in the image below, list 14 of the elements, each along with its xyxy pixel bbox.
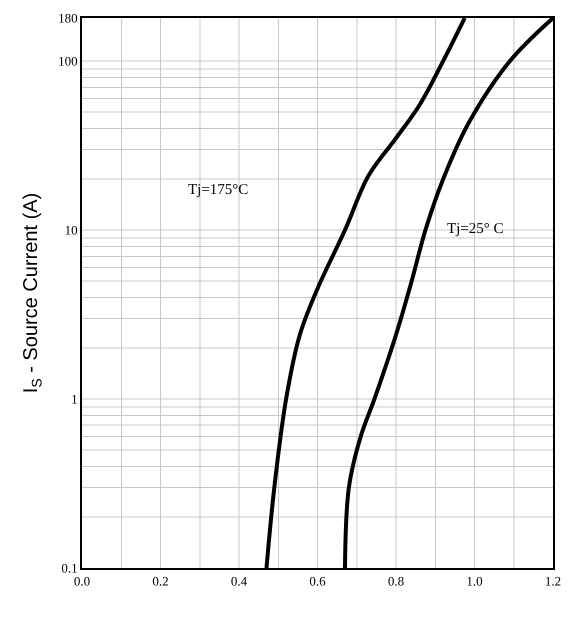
x-tick-label: 1.2 [544,573,562,588]
annotation: Tj=175°C [188,182,248,198]
y-tick-label: 100 [58,54,78,69]
x-tick-label: 0.4 [230,573,248,588]
y-tick-label: 180 [58,10,78,26]
x-tick-label: 1.0 [466,573,483,588]
y-tick-label: 1 [71,392,78,407]
annotation: Tj=25° C [447,221,504,237]
y-tick-label: 0.1 [61,560,78,576]
x-tick-label: 0.0 [74,573,90,588]
x-tick-label: 0.6 [309,573,326,588]
x-tick-label: 0.8 [388,573,404,588]
y-tick-label: 10 [64,222,78,238]
x-tick-label: 0.2 [152,573,169,588]
